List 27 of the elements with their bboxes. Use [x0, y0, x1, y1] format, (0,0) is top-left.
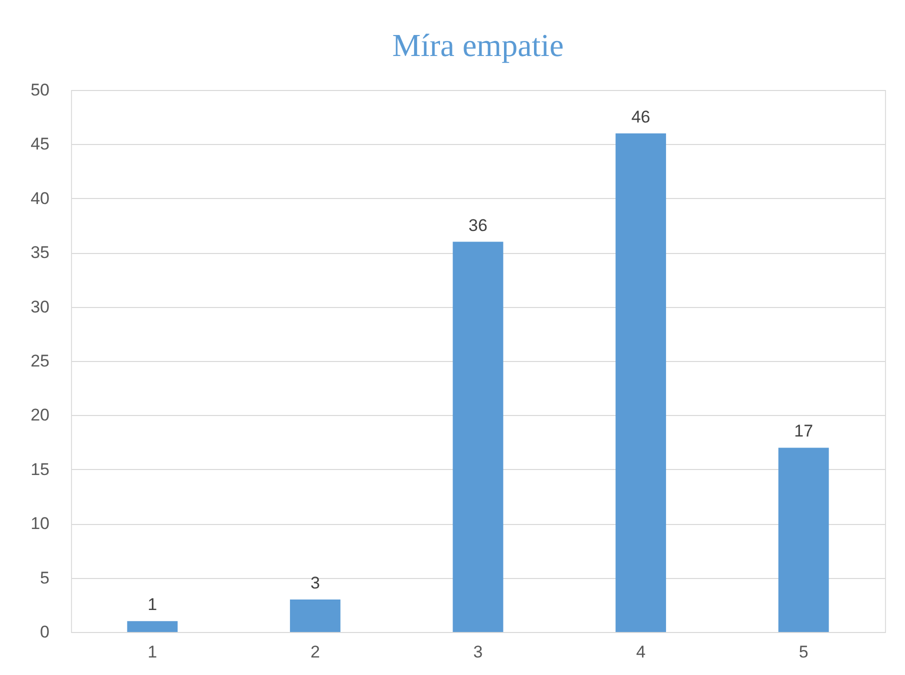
y-tick-label: 50: [30, 80, 50, 100]
x-tick-label: 5: [798, 642, 808, 662]
chart-title: Míra empatie: [392, 27, 564, 63]
y-tick-label: 10: [30, 514, 50, 534]
y-tick-label: 25: [30, 352, 50, 370]
x-tick-label: 4: [636, 642, 646, 662]
bar: [778, 448, 829, 632]
x-tick-label: 2: [310, 642, 320, 662]
data-label: 36: [468, 216, 488, 235]
y-tick-label: 20: [30, 406, 50, 425]
bar: [127, 621, 178, 632]
x-tick-label: 1: [148, 642, 158, 662]
bar: [290, 599, 340, 632]
y-tick-label: 35: [30, 243, 50, 262]
x-tick-label: 3: [473, 642, 483, 662]
y-tick-label: 40: [30, 188, 50, 208]
data-label: 1: [148, 595, 158, 614]
y-tick-label: 30: [30, 297, 50, 316]
y-tick-label: 15: [30, 460, 50, 479]
data-label: 17: [794, 422, 814, 441]
y-tick-label: 0: [40, 622, 50, 642]
bar: [452, 242, 504, 632]
bar: [616, 133, 666, 632]
y-tick-label: 45: [30, 134, 50, 154]
y-tick-label: 5: [40, 568, 50, 588]
data-label: 3: [310, 573, 320, 592]
data-label: 46: [631, 107, 650, 126]
